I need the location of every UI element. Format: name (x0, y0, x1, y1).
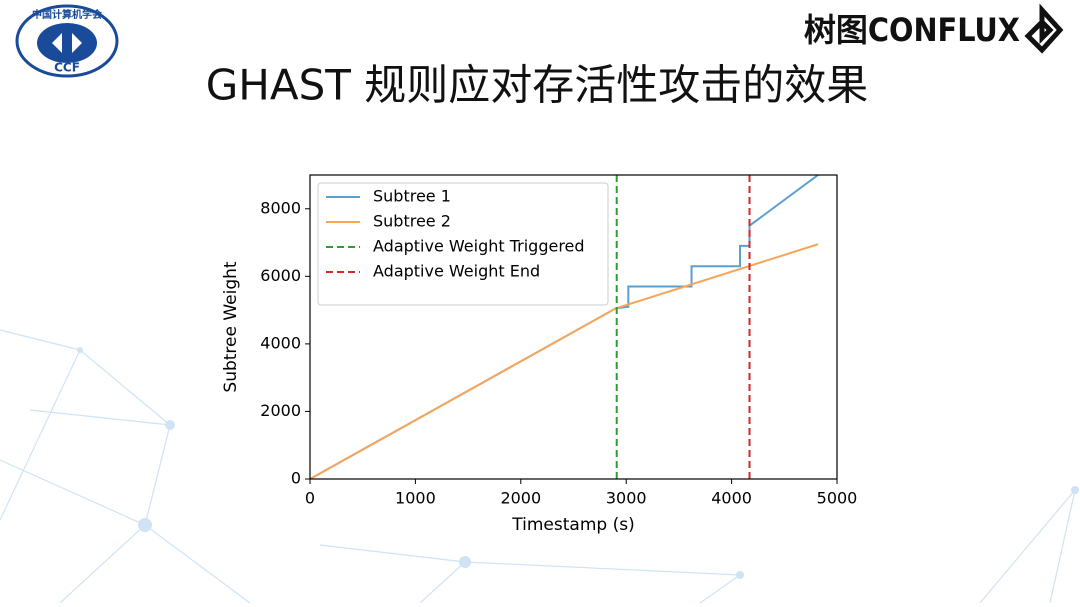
logo-text: 中国计算机学会 (32, 8, 102, 21)
legend-label: Adaptive Weight End (373, 262, 540, 281)
x-tick-label: 3000 (606, 489, 647, 508)
decoration (0, 329, 1076, 604)
y-tick-label: 0 (291, 469, 301, 488)
x-tick-label: 5000 (817, 489, 858, 508)
slide-title: GHAST 规则应对存活性攻击的效果 (206, 61, 869, 110)
chart: 0 1000 2000 3000 4000 5000 0 2000 4000 6000 8000 Ti… (221, 174, 858, 535)
y-tick-label: 6000 (260, 266, 301, 285)
conflux-logo: 树图CONFLUX (804, 11, 1020, 49)
x-axis-label: Timestamp (s) (511, 515, 634, 535)
logo-text: CCF (54, 61, 80, 75)
x-tick-label: 0 (305, 489, 315, 508)
legend-label: Subtree 1 (373, 187, 451, 206)
conflux-icon (1024, 3, 1064, 54)
x-tick-label: 1000 (395, 489, 436, 508)
plot-frame (309, 174, 838, 480)
decoration-nodes (77, 347, 1079, 579)
y-tick-label: 8000 (260, 198, 301, 217)
series-line (310, 243, 819, 479)
y-axis-label: Subtree Weight (221, 261, 241, 393)
y-tick-label: 4000 (260, 333, 301, 352)
x-tick-label: 2000 (500, 489, 541, 508)
y-tick-label: 2000 (260, 401, 301, 420)
x-tick-label: 4000 (711, 489, 752, 508)
legend-box (317, 182, 609, 306)
series-line (310, 175, 819, 479)
ccf-logo: 中国计算机学会 CCF (15, 4, 119, 78)
legend-label: Adaptive Weight Triggered (373, 237, 585, 256)
legend-label: Subtree 2 (373, 212, 451, 231)
